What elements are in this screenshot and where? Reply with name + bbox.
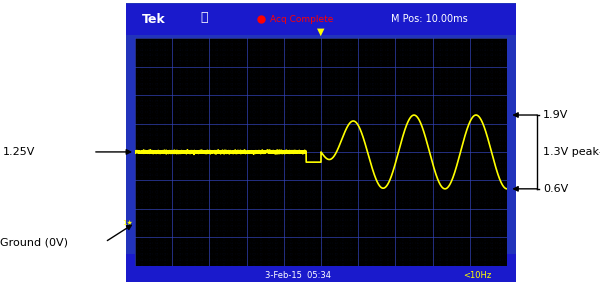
Text: 3-Feb-15  05:34: 3-Feb-15 05:34	[265, 271, 331, 280]
Text: CH1  /: CH1 /	[463, 257, 491, 266]
Text: ▼: ▼	[317, 27, 325, 37]
Text: 1.9V: 1.9V	[543, 110, 568, 120]
Text: 0.6V: 0.6V	[543, 184, 568, 194]
Text: <10Hz: <10Hz	[463, 271, 491, 280]
Text: Ground (0V): Ground (0V)	[0, 237, 68, 247]
Text: M 10.0ms: M 10.0ms	[275, 257, 320, 266]
Text: Acq Complete: Acq Complete	[271, 15, 334, 24]
Text: 1.25V: 1.25V	[3, 147, 35, 157]
Text: M Pos: 10.00ms: M Pos: 10.00ms	[391, 14, 468, 24]
Text: 1★: 1★	[122, 220, 133, 226]
Text: ⎌: ⎌	[200, 11, 208, 24]
Text: CH1  500mV: CH1 500mV	[142, 257, 198, 266]
Text: 1.3V peak-to-peak: 1.3V peak-to-peak	[543, 147, 600, 157]
Text: Tek: Tek	[142, 13, 166, 26]
